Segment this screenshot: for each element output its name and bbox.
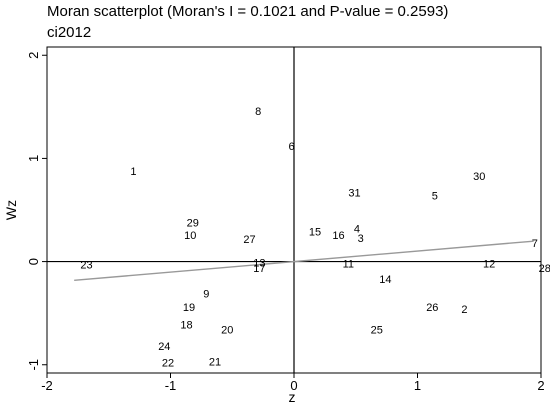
y-tick-label: -1: [26, 359, 41, 371]
x-tick-label: -2: [41, 378, 53, 393]
x-tick-label: 1: [414, 378, 421, 393]
point-label-20: 20: [221, 325, 233, 337]
point-label-29: 29: [187, 217, 199, 229]
point-label-31: 31: [348, 187, 360, 199]
point-label-11: 11: [343, 259, 354, 271]
y-tick-label: 0: [26, 258, 41, 265]
regression-line: [74, 240, 534, 282]
y-tick-label: 1: [26, 155, 41, 162]
point-label-5: 5: [432, 191, 438, 203]
point-label-23: 23: [80, 260, 92, 272]
point-label-17: 17: [253, 263, 265, 275]
point-label-10: 10: [184, 230, 196, 242]
point-label-18: 18: [180, 320, 192, 332]
point-label-14: 14: [379, 274, 391, 286]
point-label-19: 19: [183, 302, 195, 314]
x-tick-label: -1: [165, 378, 177, 393]
point-label-30: 30: [473, 171, 485, 183]
x-tick-label: 2: [537, 378, 544, 393]
x-axis-label: z: [289, 389, 296, 405]
point-label-24: 24: [158, 341, 170, 353]
point-label-21: 21: [209, 357, 221, 369]
point-label-4: 4: [354, 224, 360, 236]
point-label-28: 28: [539, 263, 550, 275]
point-label-9: 9: [203, 289, 209, 301]
point-label-16: 16: [332, 230, 344, 242]
point-label-26: 26: [426, 302, 438, 314]
point-label-7: 7: [532, 238, 538, 250]
point-label-25: 25: [371, 325, 383, 337]
point-label-6: 6: [288, 141, 294, 153]
point-label-1: 1: [130, 166, 136, 178]
point-label-12: 12: [483, 259, 495, 271]
point-label-2: 2: [461, 304, 467, 316]
x-tick-label: 0: [290, 378, 297, 393]
point-label-27: 27: [243, 234, 255, 246]
point-label-3: 3: [358, 233, 364, 245]
chart-title: Moran scatterplot (Moran's I = 0.1021 an…: [47, 3, 449, 20]
y-axis-label: Wz: [3, 200, 19, 220]
point-label-15: 15: [309, 227, 321, 239]
point-label-22: 22: [162, 358, 174, 370]
point-label-8: 8: [255, 106, 261, 118]
chart-subtitle: ci2012: [47, 24, 92, 41]
point-label-13: 13: [253, 258, 265, 270]
y-tick-label: 2: [26, 52, 41, 59]
